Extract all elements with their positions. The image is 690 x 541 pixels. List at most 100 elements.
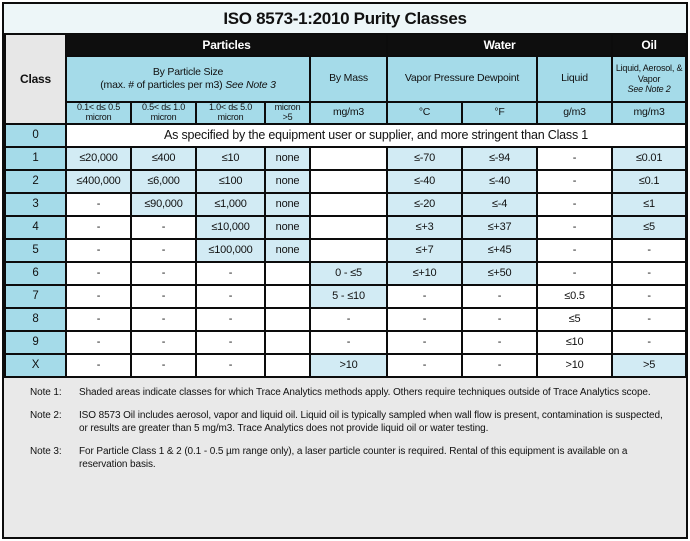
table-cell: - [130, 283, 197, 309]
table-cell: - [130, 260, 197, 286]
unit-header-fahrenheit: °F [461, 101, 539, 125]
class-label-cell: 9 [4, 329, 67, 355]
table-cell: - [65, 306, 132, 332]
table-cell: ≤+10 [386, 260, 464, 286]
table-cell: - [536, 260, 614, 286]
table-cell: - [461, 329, 539, 355]
table-cell: none [264, 237, 311, 263]
table-cell: - [65, 283, 132, 309]
table-cell [264, 260, 311, 286]
table-cell: ≤+45 [461, 237, 539, 263]
table-cell: none [264, 191, 311, 217]
table-cell: none [264, 168, 311, 194]
note-2: Note 2: ISO 8573 Oil includes aerosol, v… [30, 410, 674, 435]
table-cell: ≤-40 [461, 168, 539, 194]
unit-header-0.1-0.5-micron: 0.1< d≤ 0.5 micron [65, 101, 132, 125]
table-cell: ≤0.1 [611, 168, 686, 194]
table-row-class-9: 9 - - - - - - ≤10 - [4, 329, 686, 355]
table-cell: - [461, 352, 539, 378]
by-particle-size-line1: By Particle Size [152, 65, 224, 78]
class-label-cell: 7 [4, 283, 67, 309]
table-cell: - [130, 306, 197, 332]
table-cell: - [195, 260, 266, 286]
table-cell: - [536, 191, 614, 217]
note-3-label: Note 3: [30, 446, 62, 458]
table-cell: - [130, 352, 197, 378]
subheader-row: By Particle Size (max. # of particles pe… [5, 55, 686, 103]
table-cell: - [195, 352, 266, 378]
table-cell: >10 [536, 352, 614, 378]
table-cell: - [461, 306, 539, 332]
note-1-label: Note 1: [30, 386, 62, 398]
table-cell [308, 168, 389, 194]
table-cell: ≤-40 [386, 168, 464, 194]
table-cell: ≤-20 [386, 191, 464, 217]
note-3: Note 3: For Particle Class 1 & 2 (0.1 - … [30, 446, 674, 471]
table-cell [264, 352, 311, 378]
table-cell: ≤20,000 [65, 145, 132, 171]
see-note-3-ref: See Note 3 [225, 79, 276, 91]
table-cell: ≤5 [536, 306, 614, 332]
table-cell: - [65, 191, 132, 217]
notes-section: Note 1: Shaded areas indicate classes fo… [4, 377, 686, 537]
table-row-class-7: 7 - - - 5 - ≤10 - - ≤0.5 - [4, 283, 686, 309]
subheader-vapor-pressure-dewpoint: Vapor Pressure Dewpoint [386, 55, 539, 103]
table-cell: - [386, 283, 464, 309]
table-cell: - [195, 306, 266, 332]
table-cell [308, 237, 389, 263]
table-cell: - [65, 237, 132, 263]
table-cell: - [130, 237, 197, 263]
table-cell: none [264, 214, 311, 240]
table-cell: - [65, 260, 132, 286]
unit-header-bymass-mgm3: mg/m3 [308, 101, 389, 125]
see-note-2-ref: See Note 2 [627, 84, 671, 95]
table-cell: ≤6,000 [130, 168, 197, 194]
note-1: Note 1: Shaded areas indicate classes fo… [30, 387, 674, 400]
table-row-class-2: 2 ≤400,000 ≤6,000 ≤100 none ≤-40 ≤-40 - … [4, 168, 686, 194]
table-cell: 5 - ≤10 [308, 283, 389, 309]
table-cell: - [65, 329, 132, 355]
unit-header-micron-gt5: micron >5 [264, 101, 311, 125]
note-3-text: For Particle Class 1 & 2 (0.1 - 0.5 µm r… [79, 446, 628, 470]
table-cell: ≤+7 [386, 237, 464, 263]
table-cell: - [536, 145, 614, 171]
group-header-water: Water [386, 33, 614, 57]
unit-header-celsius: °C [386, 101, 464, 125]
table-cell [264, 329, 311, 355]
table-row-class-4: 4 - - ≤10,000 none ≤+3 ≤+37 - ≤5 [4, 214, 686, 240]
table-cell: none [264, 145, 311, 171]
table-cell: - [65, 214, 132, 240]
table-cell: - [195, 329, 266, 355]
group-header-oil: Oil [611, 33, 686, 57]
unit-header-1.0-5.0-micron: 1.0< d≤ 5.0 micron [195, 101, 266, 125]
table-cell: - [308, 329, 389, 355]
note-1-text: Shaded areas indicate classes for which … [79, 386, 651, 398]
note-2-text: ISO 8573 Oil includes aerosol, vapor and… [79, 410, 663, 434]
table-cell: - [536, 237, 614, 263]
table-row-class-3: 3 - ≤90,000 ≤1,000 none ≤-20 ≤-4 - ≤1 [4, 191, 686, 217]
by-particle-size-line2: (max. # of particles per m3) See Note 3 [100, 79, 276, 91]
table-cell: ≤1 [611, 191, 686, 217]
table-cell: - [611, 306, 686, 332]
subheader-oil-liquid-aerosol-vapor: Liquid, Aerosol, & Vapor See Note 2 [611, 55, 686, 103]
table-cell: - [536, 214, 614, 240]
table-cell: ≤+3 [386, 214, 464, 240]
table-cell: - [611, 237, 686, 263]
table-cell: - [195, 283, 266, 309]
class-label-cell: 3 [4, 191, 67, 217]
class-label-cell: 1 [4, 145, 67, 171]
unit-header-gm3: g/m3 [536, 101, 614, 125]
table-cell: ≤-4 [461, 191, 539, 217]
table-cell: ≤400,000 [65, 168, 132, 194]
class-column-header: Class [4, 33, 67, 125]
table-row-class-5: 5 - - ≤100,000 none ≤+7 ≤+45 - - [4, 237, 686, 263]
table-cell: >10 [308, 352, 389, 378]
class-label-cell: 6 [4, 260, 67, 286]
table-cell: ≤0.5 [536, 283, 614, 309]
subheader-by-mass: By Mass [308, 55, 389, 103]
table-cell: - [536, 168, 614, 194]
table-row-class-1: 1 ≤20,000 ≤400 ≤10 none ≤-70 ≤-94 - ≤0.0… [4, 145, 686, 171]
table-row-class-6: 6 - - - 0 - ≤5 ≤+10 ≤+50 - - [4, 260, 686, 286]
table-cell [264, 306, 311, 332]
table-row-class-8: 8 - - - - - - ≤5 - [4, 306, 686, 332]
